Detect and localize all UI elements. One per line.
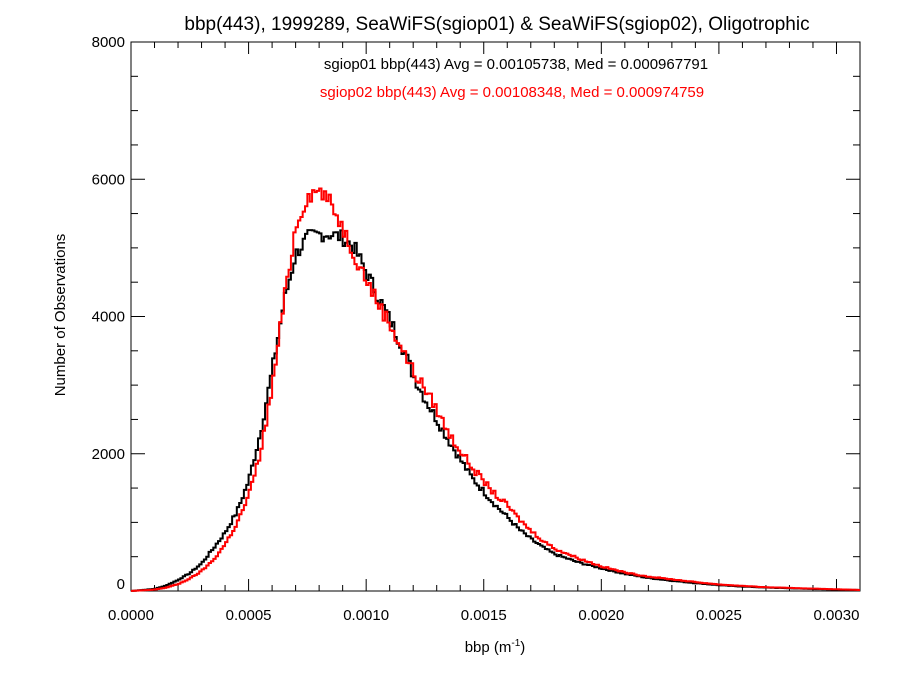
y-tick-label: 0 xyxy=(117,576,125,593)
x-axis-label-base: bbp (m xyxy=(465,639,512,656)
x-tick-label: 0.0025 xyxy=(696,607,742,624)
x-tick-labels: 0.0000 0.0005 0.0010 0.0015 0.0020 0.0025 0.00… xyxy=(108,607,859,624)
x-axis-label-sup: -1 xyxy=(511,638,520,649)
series-line-sgiop02 xyxy=(131,187,860,592)
x-tick-label: 0.0010 xyxy=(343,607,389,624)
x-tick-label: 0.0015 xyxy=(461,607,507,624)
axis-ticks xyxy=(130,41,861,592)
series-line-sgiop01 xyxy=(131,229,860,592)
y-tick-label: 8000 xyxy=(92,34,125,51)
x-tick-label: 0.0030 xyxy=(814,607,860,624)
legend-entry-sgiop02: sgiop02 bbp(443) Avg = 0.00108348, Med =… xyxy=(320,84,704,101)
chart-title: bbp(443), 1999289, SeaWiFS(sgiop01) & Se… xyxy=(184,14,809,35)
y-tick-label: 6000 xyxy=(92,171,125,188)
x-tick-label: 0.0005 xyxy=(226,607,272,624)
y-tick-label: 4000 xyxy=(92,309,125,326)
y-tick-label: 2000 xyxy=(92,446,125,463)
legend-entry-sgiop01: sgiop01 bbp(443) Avg = 0.00105738, Med =… xyxy=(324,56,708,73)
x-tick-label: 0.0020 xyxy=(578,607,624,624)
y-tick-labels: 0 2000 4000 6000 8000 xyxy=(92,34,125,593)
x-tick-label: 0.0000 xyxy=(108,607,154,624)
x-axis-label-end: ) xyxy=(520,639,525,656)
plot-frame xyxy=(130,41,861,592)
y-axis-label: Number of Observations xyxy=(52,234,69,397)
series-lines xyxy=(131,187,860,592)
x-axis-label: bbp (m-1) xyxy=(465,638,526,656)
